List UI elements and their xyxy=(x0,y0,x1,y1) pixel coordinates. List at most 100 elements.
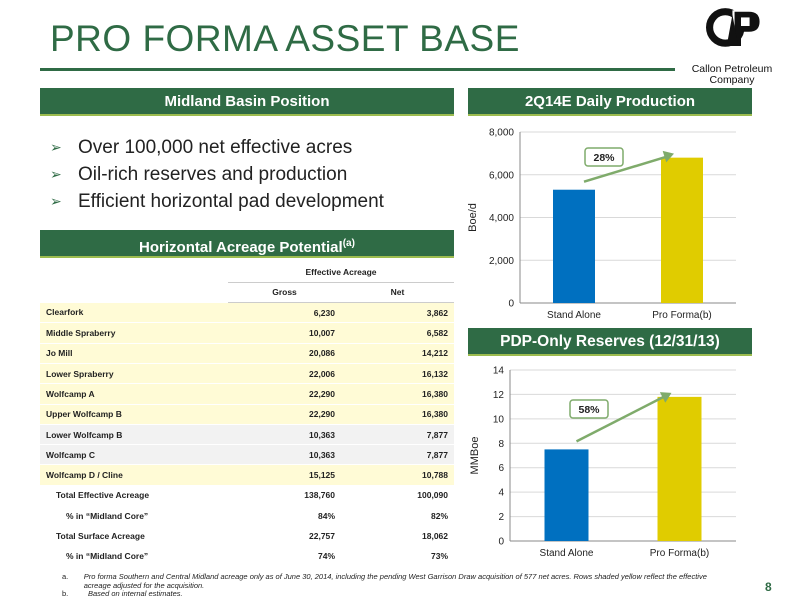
growth-annotation: 58% xyxy=(578,404,600,416)
arrow-bullet-icon: ➢ xyxy=(50,139,62,155)
table-row: Lower Wolfcamp B 10,363 7,877 xyxy=(40,424,454,446)
table-row: Lower Spraberry 22,006 16,132 xyxy=(40,363,454,385)
growth-arrow xyxy=(575,393,669,443)
company-logo xyxy=(706,8,760,47)
midland-header: Midland Basin Position xyxy=(40,88,454,116)
row-net: 6,582 xyxy=(341,322,454,344)
row-label: Clearfork xyxy=(40,302,228,324)
table-row: Middle Spraberry 10,007 6,582 xyxy=(40,322,454,344)
total-net: 73% xyxy=(341,546,454,567)
table-row: Wolfcamp A 22,290 16,380 xyxy=(40,383,454,405)
growth-annotation-box xyxy=(569,399,609,419)
x-tick-label: Pro Forma(b) xyxy=(650,548,709,559)
total-row: % in “Midland Core” 74% 73% xyxy=(40,546,454,567)
row-net: 3,862 xyxy=(341,302,454,324)
growth-arrow-head xyxy=(662,150,674,163)
x-tick-label: Stand Alone xyxy=(540,548,594,559)
y-tick-label: 0 xyxy=(498,537,504,548)
growth-annotation: 28% xyxy=(593,152,615,164)
bar-pro-forma xyxy=(657,396,702,541)
row-gross: 22,006 xyxy=(228,363,341,385)
bullet-text: Oil-rich reserves and production xyxy=(78,164,348,185)
column-header-net: Net xyxy=(341,282,454,304)
table-row: Jo Mill 20,086 14,212 xyxy=(40,343,454,364)
logo-text: Callon Petroleum Company xyxy=(676,64,788,86)
row-gross: 20,086 xyxy=(228,343,341,364)
table-row: Upper Wolfcamp B 22,290 16,380 xyxy=(40,404,454,425)
total-row: Total Effective Acreage 138,760 100,090 xyxy=(40,484,454,507)
footnote-mark: b. xyxy=(62,589,69,598)
bullet-item: ➢ Oil-rich reserves and production xyxy=(50,161,384,188)
midland-bullets: ➢ Over 100,000 net effective acres ➢ Oil-r… xyxy=(50,134,384,215)
reserves-header: PDP-Only Reserves (12/31/13) xyxy=(468,328,752,356)
y-tick-label: 2 xyxy=(498,512,504,523)
total-net: 82% xyxy=(341,505,454,527)
total-label: Total Surface Acreage xyxy=(40,525,228,547)
row-label: Lower Spraberry xyxy=(40,363,228,385)
y-tick-label: 6 xyxy=(498,463,504,474)
bullet-item: ➢ Efficient horizontal pad development xyxy=(50,188,384,215)
row-label: Middle Spraberry xyxy=(40,322,228,344)
bar-stand-alone xyxy=(544,449,589,541)
page-number: 8 xyxy=(765,580,772,594)
y-tick-label: 6,000 xyxy=(489,170,514,181)
table-row: Clearfork 6,230 3,862 xyxy=(40,302,454,324)
total-label: % in “Midland Core” xyxy=(40,505,228,527)
table-row: Wolfcamp D / Cline 15,125 10,788 xyxy=(40,464,454,486)
bullet-text: Efficient horizontal pad development xyxy=(78,191,384,212)
row-label: Jo Mill xyxy=(40,343,228,364)
bullet-text: Over 100,000 net effective acres xyxy=(78,137,353,158)
arrow-bullet-icon: ➢ xyxy=(50,193,62,209)
row-label: Wolfcamp D / Cline xyxy=(40,464,228,486)
row-net: 16,132 xyxy=(341,363,454,385)
production-chart: 0 2,000 4,000 6,000 8,000 Boe/d Stand Alone Pro… xyxy=(467,128,736,321)
table-column-header-row: Gross Net xyxy=(40,282,454,304)
footnote-text: Pro forma Southern and Central Midland a… xyxy=(83,572,707,590)
table-group-header-row: Effective Acreage xyxy=(40,262,454,283)
slide-title: PRO FORMA ASSET BASE xyxy=(50,18,520,59)
acreage-header-text: Horizontal Acreage Potential xyxy=(139,239,343,256)
total-row: % in “Midland Core” 84% 82% xyxy=(40,505,454,527)
total-label: Total Effective Acreage xyxy=(40,484,228,507)
y-axis-label: MMBoe xyxy=(469,437,481,475)
total-gross: 138,760 xyxy=(228,484,341,507)
total-gross: 84% xyxy=(228,505,341,527)
row-label: Wolfcamp C xyxy=(40,444,228,466)
total-row: Total Surface Acreage 22,757 18,062 xyxy=(40,525,454,547)
bullet-item: ➢ Over 100,000 net effective acres xyxy=(50,134,384,161)
row-gross: 22,290 xyxy=(228,383,341,405)
row-gross: 10,363 xyxy=(228,444,341,466)
y-tick-label: 4 xyxy=(498,488,504,499)
production-header: 2Q14E Daily Production xyxy=(468,88,752,116)
bar-stand-alone xyxy=(553,189,595,303)
row-gross: 10,363 xyxy=(228,424,341,446)
row-gross: 6,230 xyxy=(228,302,341,324)
footnote-b: b. Based on internal estimates. xyxy=(62,589,708,599)
footnotes: a. Pro forma Southern and Central Midland… xyxy=(62,572,708,599)
midland-header-text: Midland Basin Position xyxy=(164,93,330,110)
y-tick-label: 12 xyxy=(493,390,505,401)
total-label: % in “Midland Core” xyxy=(40,546,228,567)
row-net: 10,788 xyxy=(341,464,454,486)
total-net: 100,090 xyxy=(341,484,454,507)
reserves-chart: 0 2 4 6 8 10 12 14 MMBoe Stand Alone Pro Forma(b) 5… xyxy=(469,366,736,559)
row-net: 14,212 xyxy=(341,343,454,364)
y-tick-label: 0 xyxy=(508,299,514,310)
total-gross: 22,757 xyxy=(228,525,341,547)
group-header-effective-acreage: Effective Acreage xyxy=(228,262,454,283)
x-tick-label: Pro Forma(b) xyxy=(652,310,711,321)
row-gross: 15,125 xyxy=(228,464,341,486)
growth-arrow-head xyxy=(659,392,672,403)
footnote-mark: a. xyxy=(62,572,69,581)
growth-annotation-box xyxy=(584,147,624,167)
row-label: Upper Wolfcamp B xyxy=(40,404,228,425)
acreage-header-footnote: (a) xyxy=(342,238,355,249)
total-gross: 74% xyxy=(228,546,341,567)
table-row: Wolfcamp C 10,363 7,877 xyxy=(40,444,454,466)
arrow-bullet-icon: ➢ xyxy=(50,166,62,182)
acreage-table: Effective Acreage Gross Net Clearfork 6,2… xyxy=(40,262,454,567)
total-net: 18,062 xyxy=(341,525,454,547)
row-label: Lower Wolfcamp B xyxy=(40,424,228,446)
x-tick-label: Stand Alone xyxy=(547,310,601,321)
acreage-header: Horizontal Acreage Potential(a) xyxy=(40,230,454,258)
